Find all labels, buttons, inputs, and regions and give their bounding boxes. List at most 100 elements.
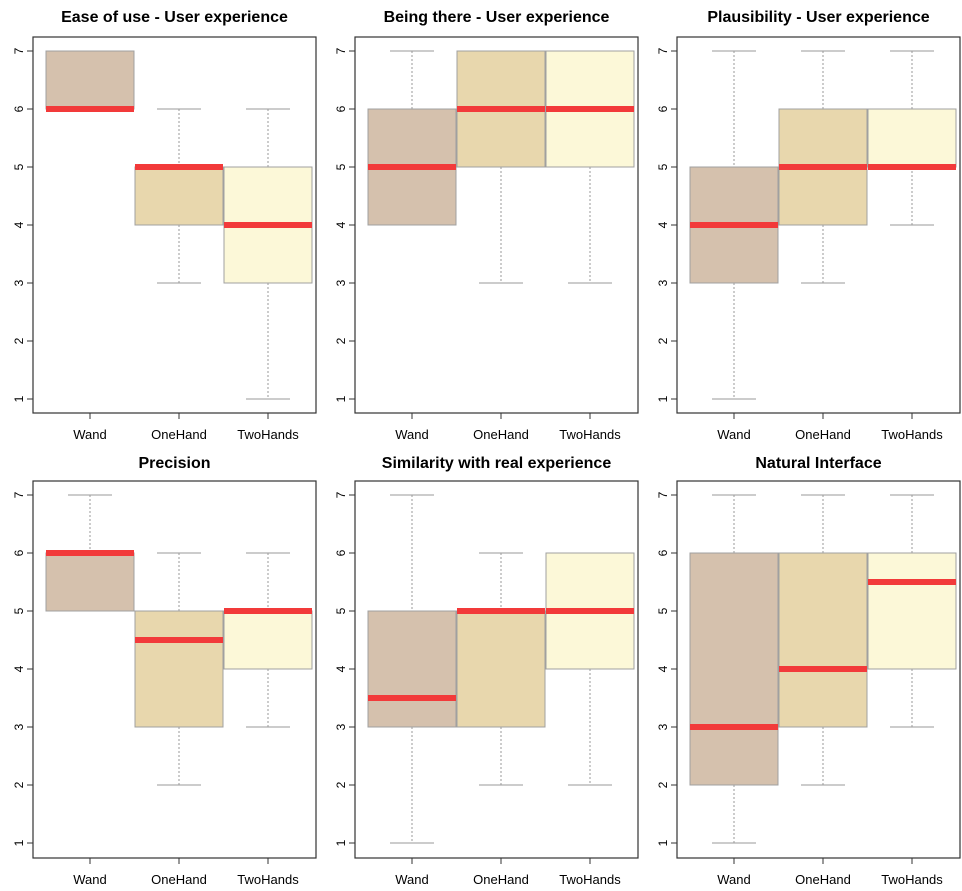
y-tick-label: 4 — [12, 221, 26, 228]
box-onehand — [778, 494, 868, 786]
y-tick-label: 3 — [12, 723, 26, 730]
median-line — [779, 164, 867, 170]
median-line — [368, 164, 456, 170]
box-onehand — [456, 50, 546, 284]
y-tick-label: 4 — [334, 221, 348, 228]
y-tick-label: 5 — [656, 607, 670, 614]
y-tick-label: 4 — [12, 665, 26, 672]
chart-panel-6: Natural Interface 1 2 3 4 5 6 7 Wand OneHand TwoHa… — [656, 455, 961, 887]
chart-panel-1: Ease of use - User experience 1 2 3 4 5 6 7 Wand… — [12, 9, 317, 442]
y-tick-label: 6 — [656, 549, 670, 556]
x-category-label: TwoHands — [559, 427, 621, 442]
median-line — [868, 579, 956, 585]
iqr-box — [778, 552, 868, 728]
chart-panel-5: Similarity with real experience 1 2 3 4 5 6 7 Wa… — [334, 455, 639, 887]
median-line — [690, 724, 778, 730]
chart-title: Similarity with real experience — [382, 455, 612, 472]
box-twohands — [223, 108, 313, 400]
chart-title: Ease of use - User experience — [61, 9, 288, 26]
box-twohands — [545, 50, 635, 284]
median-line — [135, 164, 223, 170]
iqr-box — [45, 50, 135, 110]
chart-panel-2: Being there - User experience 1 2 3 4 5 6 7 Wand… — [334, 9, 639, 442]
y-tick-label: 3 — [656, 279, 670, 286]
x-category-label: TwoHands — [559, 872, 621, 887]
median-line — [46, 106, 134, 112]
box-onehand — [778, 50, 868, 284]
box-onehand — [134, 108, 224, 284]
box-twohands — [545, 552, 635, 786]
median-line — [546, 106, 634, 112]
y-tick-label: 3 — [656, 723, 670, 730]
y-tick-label: 2 — [334, 781, 348, 788]
median-line — [224, 222, 312, 228]
box-wand — [45, 494, 135, 612]
chart-title: Plausibility - User experience — [707, 9, 929, 26]
iqr-box — [689, 552, 779, 786]
median-line — [690, 222, 778, 228]
x-category-label: TwoHands — [881, 872, 943, 887]
iqr-box — [867, 108, 957, 168]
iqr-box — [367, 610, 457, 728]
median-line — [779, 666, 867, 672]
y-tick-label: 5 — [12, 163, 26, 170]
x-category-label: OneHand — [473, 872, 529, 887]
chart-panel-4: Precision 1 2 3 4 5 6 7 Wand OneHand TwoHands — [12, 455, 317, 887]
y-tick-label: 1 — [656, 839, 670, 846]
box-twohands — [223, 552, 313, 728]
y-tick-label: 2 — [334, 337, 348, 344]
chart-title: Being there - User experience — [384, 9, 610, 26]
box-twohands — [867, 494, 957, 728]
x-category-label: OneHand — [795, 872, 851, 887]
y-tick-label: 5 — [334, 607, 348, 614]
x-category-label: Wand — [395, 427, 428, 442]
x-category-label: Wand — [717, 427, 750, 442]
chart-title: Precision — [138, 455, 210, 472]
x-category-label: Wand — [395, 872, 428, 887]
y-tick-label: 7 — [12, 491, 26, 498]
median-line — [46, 550, 134, 556]
y-tick-label: 6 — [334, 549, 348, 556]
x-category-label: TwoHands — [881, 427, 943, 442]
y-tick-label: 5 — [656, 163, 670, 170]
y-tick-label: 3 — [334, 279, 348, 286]
iqr-box — [134, 610, 224, 728]
box-onehand — [456, 552, 546, 786]
x-category-label: Wand — [717, 872, 750, 887]
x-category-label: OneHand — [151, 427, 207, 442]
median-line — [135, 637, 223, 643]
y-tick-label: 2 — [12, 781, 26, 788]
box-onehand — [134, 552, 224, 786]
box-wand — [367, 494, 457, 844]
y-tick-label: 1 — [334, 395, 348, 402]
box-wand — [689, 494, 779, 844]
x-category-label: TwoHands — [237, 872, 299, 887]
x-category-label: Wand — [73, 872, 106, 887]
y-tick-label: 2 — [12, 337, 26, 344]
y-tick-label: 7 — [12, 47, 26, 54]
y-tick-label: 3 — [334, 723, 348, 730]
x-category-label: OneHand — [473, 427, 529, 442]
y-tick-label: 4 — [334, 665, 348, 672]
y-tick-label: 5 — [12, 607, 26, 614]
iqr-box — [867, 552, 957, 670]
x-category-label: OneHand — [151, 872, 207, 887]
y-tick-label: 2 — [656, 337, 670, 344]
iqr-box — [456, 610, 546, 728]
y-tick-label: 6 — [334, 105, 348, 112]
median-line — [457, 608, 545, 614]
median-line — [546, 608, 634, 614]
box-wand — [689, 50, 779, 400]
x-category-label: Wand — [73, 427, 106, 442]
x-category-label: TwoHands — [237, 427, 299, 442]
y-tick-label: 5 — [334, 163, 348, 170]
box-wand — [45, 50, 135, 112]
iqr-box — [45, 552, 135, 612]
y-tick-label: 7 — [656, 491, 670, 498]
y-tick-label: 7 — [334, 47, 348, 54]
median-line — [868, 164, 956, 170]
chart-panel-3: Plausibility - User experience 1 2 3 4 5 6 7 Wan… — [656, 9, 961, 442]
iqr-box — [134, 166, 224, 226]
median-line — [457, 106, 545, 112]
y-tick-label: 6 — [656, 105, 670, 112]
